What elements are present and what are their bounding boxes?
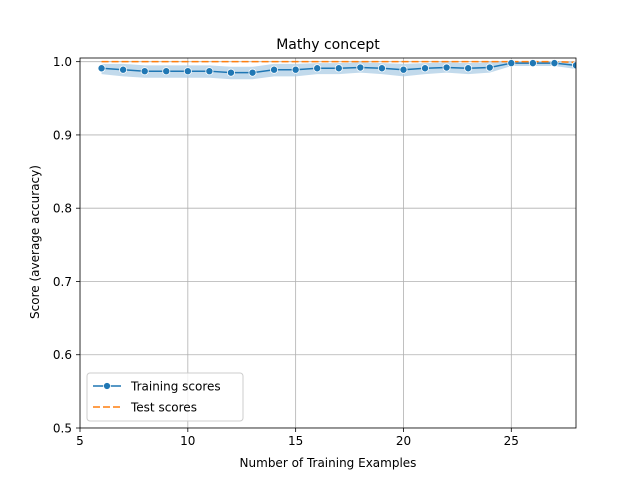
series-0-point (507, 59, 516, 68)
y-tick-label: 0.9 (53, 128, 72, 142)
legend-box (86, 372, 244, 422)
series-0-point (550, 59, 559, 68)
y-tick-label: 0.8 (53, 202, 72, 216)
y-tick-label: 0.6 (53, 348, 72, 362)
series-0-point (226, 68, 235, 77)
series-0-point (162, 67, 171, 76)
series-0-point (334, 64, 343, 73)
legend-training-marker (103, 382, 111, 390)
axes-spines (79, 57, 577, 429)
series-0-point (377, 64, 386, 73)
x-tick-label: 25 (504, 434, 519, 448)
y-axis-label: Score (average accuracy) (28, 165, 42, 319)
legend-training-label: Training scores (130, 380, 221, 394)
series-0-point (572, 61, 576, 70)
y-tick-label: 0.5 (53, 422, 72, 436)
series-0-point (421, 64, 430, 73)
series-0-point (248, 68, 257, 77)
series-0-point (442, 63, 451, 72)
axes-frame (79, 57, 577, 429)
series-0-point (205, 67, 214, 76)
x-axis-ticks: 5 10 15 20 25 (76, 428, 519, 448)
series-0-point (464, 64, 473, 73)
series-0-point (528, 59, 537, 68)
legend-test-label: Test scores (130, 401, 197, 415)
x-tick-label: 15 (288, 434, 303, 448)
series-markers (97, 59, 576, 77)
x-tick-label: 20 (396, 434, 411, 448)
series-0-point (291, 65, 300, 74)
x-axis-label: Number of Training Examples (240, 456, 417, 470)
chart-title: Mathy concept (276, 37, 380, 53)
series-0-point (270, 65, 279, 74)
series-0-point (119, 65, 128, 74)
x-tick-label: 10 (180, 434, 195, 448)
series-0-point (183, 67, 192, 76)
series-0-point (313, 64, 322, 73)
legend: Training scores Test scores (86, 372, 244, 422)
series-0-point (140, 67, 149, 76)
x-tick-label: 5 (76, 434, 84, 448)
plot-area (80, 58, 576, 428)
y-tick-label: 1.0 (53, 55, 72, 69)
y-axis-ticks: 0.5 0.6 0.7 0.8 0.9 1.0 (53, 55, 80, 436)
series-0-point (485, 63, 494, 72)
series-0-point (97, 64, 106, 73)
series-0-point (399, 65, 408, 74)
series-0-point (356, 63, 365, 72)
series-1-line (101, 60, 576, 64)
y-tick-label: 0.7 (53, 275, 72, 289)
